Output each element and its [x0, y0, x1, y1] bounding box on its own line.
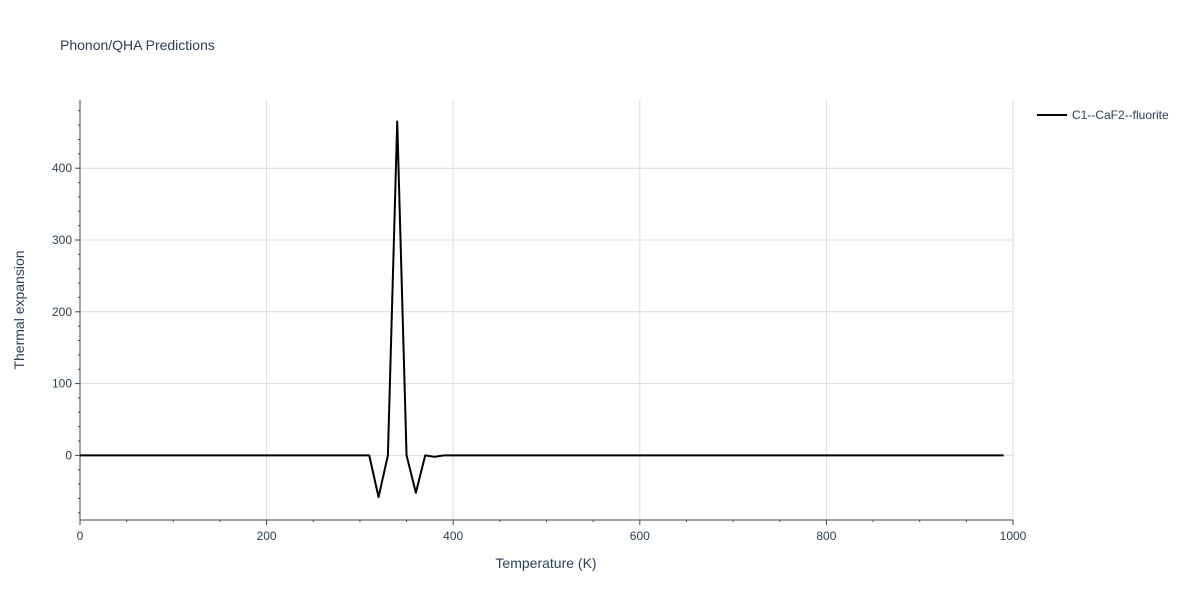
x-tick-label: 600	[630, 529, 650, 543]
x-tick-label: 400	[443, 529, 463, 543]
y-tick-label: 400	[52, 161, 72, 175]
series-layer	[80, 120, 1004, 499]
series-line	[80, 120, 1004, 499]
y-tick-label: 300	[52, 233, 72, 247]
x-tick-label: 200	[257, 529, 277, 543]
y-tick-label: 100	[52, 377, 72, 391]
y-tick-label: 0	[65, 448, 72, 462]
x-axis-title: Temperature (K)	[495, 555, 596, 571]
x-tick-label: 0	[77, 529, 84, 543]
legend[interactable]: C1--CaF2--fluorite	[1037, 108, 1169, 122]
y-axis-title: Thermal expansion	[11, 250, 27, 369]
x-tick-label: 800	[816, 529, 836, 543]
chart-title: Phonon/QHA Predictions	[60, 37, 215, 53]
y-tick-label: 200	[52, 305, 72, 319]
x-tick-label: 1000	[1000, 529, 1027, 543]
grid	[80, 100, 1014, 520]
legend-label[interactable]: C1--CaF2--fluorite	[1072, 108, 1169, 122]
axes: 0 200 400 600 800 1000 0 100 200 300 400	[52, 100, 1027, 543]
